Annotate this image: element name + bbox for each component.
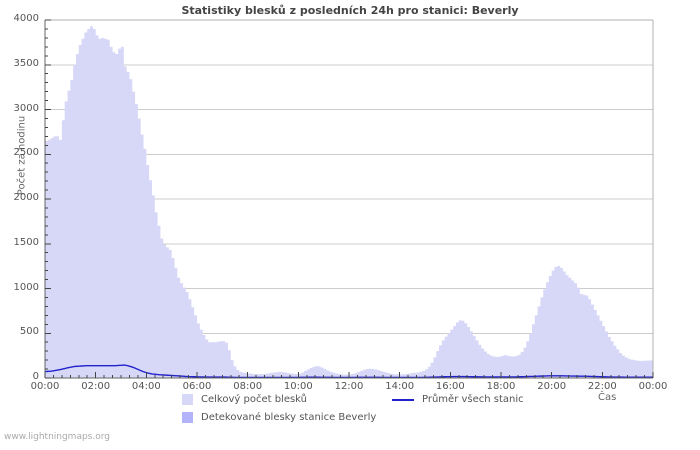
x-tick-label: 02:00 [81, 381, 111, 392]
y-tick-label: 4000 [13, 13, 39, 24]
x-tick-label: 00:00 [638, 381, 668, 392]
y-tick-label: 2500 [13, 147, 39, 159]
legend-item-average[interactable]: Průměr všech stanic [392, 394, 524, 405]
y-tick-label: 1500 [13, 236, 39, 248]
legend-item-station[interactable]: Detekované blesky stanice Beverly [182, 412, 376, 423]
x-tick-label: 14:00 [385, 381, 415, 392]
x-tick-label: 12:00 [334, 381, 364, 392]
x-tick-label: 10:00 [283, 381, 313, 392]
x-tick-label: 22:00 [587, 381, 617, 392]
y-tick-label: 1000 [13, 281, 39, 293]
legend-label-average: Průměr všech stanic [422, 394, 524, 405]
y-tick-label: 2000 [13, 192, 39, 203]
y-tick-label: 500 [19, 326, 39, 338]
x-axis-title: Čas [598, 392, 617, 403]
x-tick-label: 06:00 [182, 381, 212, 392]
x-tick-label: 18:00 [486, 381, 516, 392]
legend-swatch-total [182, 394, 193, 405]
legend-label-total: Celkový počet blesků [201, 394, 308, 405]
y-tick-label: 0 [32, 371, 39, 382]
x-tick-label: 20:00 [537, 381, 567, 392]
legend-item-total[interactable]: Celkový počet blesků [182, 394, 307, 405]
x-tick-label: 16:00 [435, 381, 465, 392]
chart-legend: Celkový počet blesků Průměr všech stanic… [0, 394, 700, 434]
chart-title: Statistiky blesků z posledních 24h pro s… [181, 4, 519, 17]
x-tick-label: 04:00 [131, 381, 161, 392]
x-tick-label: 08:00 [233, 381, 263, 392]
legend-swatch-station [182, 412, 193, 423]
y-tick-label: 3500 [13, 57, 39, 69]
x-tick-label: 00:00 [30, 381, 60, 392]
legend-label-station: Detekované blesky stanice Beverly [201, 412, 377, 423]
legend-swatch-average-line [392, 398, 414, 401]
site-watermark: www.lightningmaps.org [4, 432, 110, 442]
y-tick-label: 3000 [13, 102, 39, 114]
